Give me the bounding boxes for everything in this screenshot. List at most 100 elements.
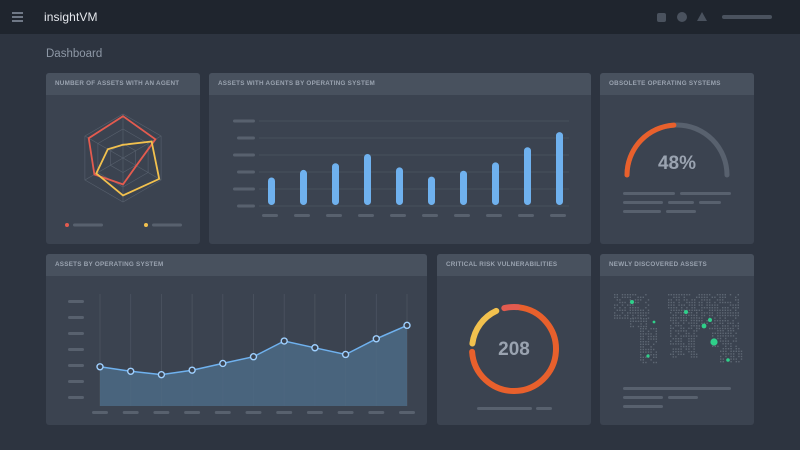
text-placeholder [668,201,694,204]
donut-segment-0 [469,304,559,394]
user-menu[interactable] [722,15,772,19]
x-tick-label [276,411,293,414]
top-bar: insightVM [0,0,800,34]
bar-chart [233,119,569,217]
gauge-fill [624,122,677,178]
map-marker [630,300,634,304]
circle-icon[interactable] [677,12,687,22]
legend-dot-yellow [144,223,148,227]
text-placeholder [623,201,663,204]
bar [268,177,275,205]
x-tick-label [294,214,310,217]
area-point [126,367,135,375]
radar-series-0 [87,115,157,186]
radar-series-1 [95,140,161,197]
donut-segments [469,303,559,394]
card-critical-vulns: CRITICAL RISK VULNERABILITIES 208 [437,254,591,425]
y-tick-label [68,348,84,351]
x-tick-label [245,411,262,414]
legend-label-yellow [152,223,182,227]
bar [556,132,563,205]
world-map [614,294,743,364]
bar [428,176,435,205]
text-placeholder [699,201,721,204]
bar [396,167,403,205]
y-tick-label [68,380,84,383]
y-tick-label [237,170,255,174]
x-tick-label [368,411,385,414]
bar [300,169,307,205]
legend-dot-red [65,223,69,227]
square-icon[interactable] [657,13,666,22]
area-x-labels [92,411,415,414]
y-tick-label [68,396,84,399]
area-point [157,370,166,379]
radar-spoke [84,135,124,159]
card-new-assets: NEWLY DISCOVERED ASSETS [600,254,754,425]
card-title: ASSETS WITH AGENTS BY OPERATING SYSTEM [209,73,591,95]
area-point [341,350,350,359]
bar [364,153,371,205]
card-title: NEWLY DISCOVERED ASSETS [600,254,754,276]
radar-series [87,115,161,197]
radar-spoke [84,157,124,181]
x-tick-label [153,411,170,414]
x-tick-label [326,214,342,217]
donut-chart [469,303,559,394]
area-point [219,359,227,368]
x-tick-label [550,214,566,217]
text-placeholder [623,210,661,213]
bar [460,170,467,205]
x-tick-label [306,411,323,414]
area-point [403,321,411,330]
card-assets-by-os: ASSETS BY OPERATING SYSTEM [46,254,427,425]
x-tick-label [486,214,502,217]
text-placeholder [477,407,532,410]
page-title: Dashboard [46,48,103,60]
y-tick-label [68,332,84,335]
y-tick-label [233,153,255,157]
hamburger-menu-icon[interactable] [12,12,23,22]
y-tick-label [233,119,255,123]
text-placeholder [623,396,663,399]
x-tick-label [214,411,231,414]
area-point [280,337,288,345]
area-fill [100,325,407,406]
card-assets-with-agent: NUMBER OF ASSETS WITH AN AGENT [46,73,200,244]
bar [524,147,531,205]
bar [332,163,339,205]
card-agents-by-os: ASSETS WITH AGENTS BY OPERATING SYSTEM [209,73,591,244]
x-tick-label [337,411,354,414]
card-title: ASSETS BY OPERATING SYSTEM [46,254,427,276]
text-placeholder [623,192,675,195]
text-placeholder [536,407,552,410]
x-tick-label [92,411,108,414]
x-tick-label [358,214,374,217]
text-placeholder [668,396,698,399]
map-marker [652,320,656,324]
y-tick-label [68,300,84,303]
radar-spoke [122,157,162,181]
card-title: NUMBER OF ASSETS WITH AN AGENT [46,73,200,95]
text-placeholder [680,192,731,195]
gauge-chart [624,122,730,178]
area-chart [68,294,415,414]
map-dots [614,294,743,364]
app-brand[interactable]: insightVM [44,10,98,24]
y-tick-label [233,187,255,191]
x-tick-label [122,411,139,414]
map-marker [726,358,730,362]
area-point [311,344,319,352]
bar [492,162,499,205]
area-point [188,366,196,374]
y-tick-label [237,204,255,208]
map-marker [701,323,707,329]
card-obsolete-os: OBSOLETE OPERATING SYSTEMS 48% [600,73,754,244]
alert-icon[interactable] [697,12,707,21]
x-tick-label [262,214,278,217]
x-tick-label [399,411,415,414]
y-tick-label [68,364,84,367]
x-tick-label [184,411,201,414]
x-tick-label [422,214,438,217]
radar-grid [84,113,162,203]
